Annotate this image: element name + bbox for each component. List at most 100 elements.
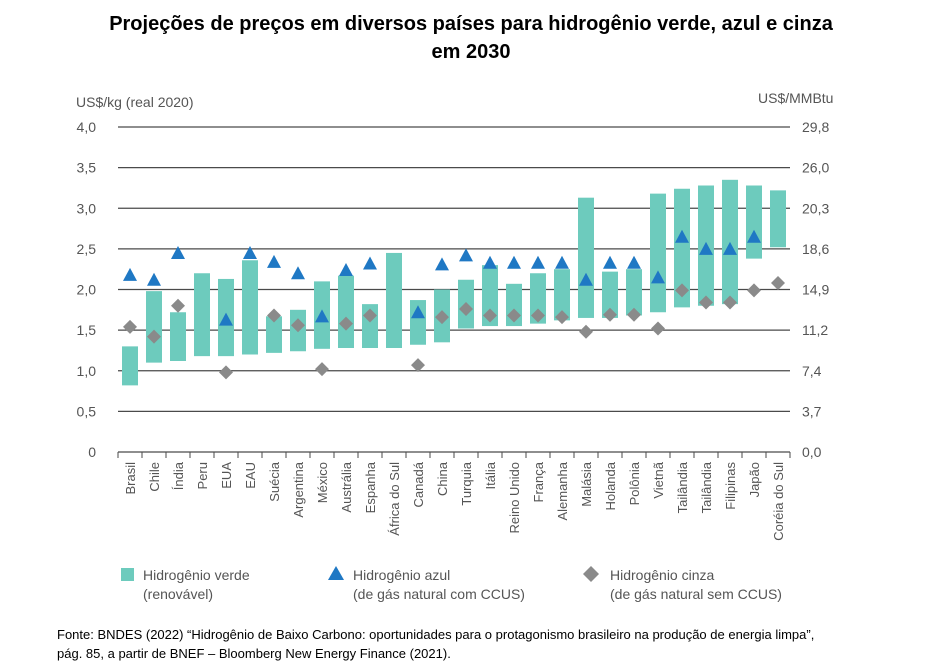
- category-label: Malásia: [579, 461, 594, 507]
- gray-hydrogen-marker: [339, 316, 353, 331]
- category-label: EAU: [243, 462, 258, 489]
- legend-green-swatch: [121, 568, 134, 581]
- gray-hydrogen-marker: [579, 324, 593, 339]
- y-left-tick-label: 2,0: [77, 282, 97, 298]
- gray-hydrogen-marker: [219, 365, 233, 380]
- blue-hydrogen-marker: [555, 255, 569, 269]
- gray-hydrogen-marker: [531, 308, 545, 323]
- category-label: Itália: [483, 461, 498, 489]
- blue-hydrogen-marker: [291, 266, 305, 280]
- category-label: França: [531, 461, 546, 502]
- legend-gray-label: Hidrogênio cinza (de gás natural sem CCU…: [610, 566, 782, 604]
- gray-hydrogen-marker: [627, 307, 641, 322]
- y-right-tick-label: 0,0: [802, 444, 822, 460]
- blue-hydrogen-marker: [579, 272, 593, 286]
- blue-hydrogen-marker: [603, 255, 617, 269]
- category-label: Chile: [147, 462, 162, 492]
- gray-hydrogen-marker: [411, 358, 425, 373]
- source-note: Fonte: BNDES (2022) “Hidrogênio de Baixo…: [57, 625, 814, 663]
- category-label: EUA: [219, 462, 234, 489]
- category-label: Holanda: [603, 461, 618, 510]
- blue-hydrogen-marker: [627, 255, 641, 269]
- y-left-tick-label: 0: [88, 444, 96, 460]
- blue-hydrogen-marker: [531, 255, 545, 269]
- gray-hydrogen-marker: [315, 362, 329, 377]
- y-right-axis-label: US$/MMBtu: [758, 90, 833, 106]
- y-right-tick-label: 7,4: [802, 363, 822, 379]
- gray-hydrogen-marker: [555, 310, 569, 325]
- source-line1: Fonte: BNDES (2022) “Hidrogênio de Baixo…: [57, 627, 815, 642]
- category-label: Polônia: [627, 461, 642, 505]
- gray-hydrogen-marker: [267, 308, 281, 323]
- category-label: Peru: [195, 462, 210, 489]
- legend-blue-swatch: [328, 566, 344, 580]
- gray-hydrogen-marker: [603, 307, 617, 322]
- blue-hydrogen-marker: [747, 229, 761, 243]
- gray-hydrogen-marker: [483, 308, 497, 323]
- blue-hydrogen-marker: [315, 309, 329, 323]
- gray-hydrogen-marker: [675, 283, 689, 298]
- category-label: Alemanha: [555, 461, 570, 520]
- blue-hydrogen-marker: [339, 263, 353, 276]
- blue-hydrogen-marker: [147, 272, 161, 286]
- blue-hydrogen-marker: [219, 312, 233, 326]
- gray-hydrogen-marker: [651, 321, 665, 336]
- category-label: Suécia: [267, 461, 282, 502]
- green-range-bar: [146, 291, 162, 363]
- legend-gray-line2: (de gás natural sem CCUS): [610, 586, 782, 602]
- green-range-bar: [122, 346, 138, 386]
- category-label: Vietnã: [651, 461, 666, 498]
- green-range-bar: [410, 300, 426, 345]
- y-right-tick-label: 26,0: [802, 160, 829, 176]
- green-range-bar: [530, 273, 546, 324]
- legend-gray-swatch: [583, 566, 599, 582]
- y-left-axis-label: US$/kg (real 2020): [76, 94, 194, 110]
- y-left-tick-label: 3,0: [77, 200, 97, 216]
- blue-hydrogen-marker: [699, 241, 713, 255]
- gray-hydrogen-marker: [291, 318, 305, 333]
- y-left-tick-label: 0,5: [77, 403, 97, 419]
- blue-hydrogen-marker: [507, 255, 521, 269]
- category-label: África do Sul: [387, 462, 402, 536]
- green-range-bar: [482, 265, 498, 327]
- category-label: Coréia do Sul: [771, 462, 786, 541]
- blue-hydrogen-marker: [243, 245, 257, 259]
- gray-hydrogen-marker: [363, 308, 377, 323]
- y-right-tick-label: 18,6: [802, 241, 829, 257]
- green-range-bar: [674, 188, 690, 308]
- y-right-tick-label: 11,2: [802, 322, 828, 338]
- y-right-tick-label: 20,3: [802, 200, 829, 216]
- green-range-bar: [626, 269, 642, 316]
- category-label: Brasil: [123, 462, 138, 495]
- green-range-bar: [266, 316, 282, 353]
- gray-hydrogen-marker: [771, 276, 785, 290]
- green-range-bar: [170, 312, 186, 361]
- y-right-tick-label: 3,7: [802, 403, 822, 419]
- y-right-tick-label: 29,8: [802, 119, 829, 135]
- gray-hydrogen-marker: [171, 298, 185, 313]
- gray-hydrogen-marker: [699, 295, 713, 310]
- legend-green-line1: Hidrogênio verde: [143, 567, 250, 583]
- blue-hydrogen-marker: [363, 256, 377, 270]
- blue-hydrogen-marker: [459, 248, 473, 262]
- legend-blue-line2: (de gás natural com CCUS): [353, 586, 525, 602]
- legend-green-label: Hidrogênio verde (renovável): [143, 566, 250, 604]
- gray-hydrogen-marker: [435, 310, 449, 325]
- gray-hydrogen-marker: [507, 308, 521, 323]
- y-left-tick-label: 1,5: [77, 322, 97, 338]
- category-label: Filipinas: [723, 462, 738, 510]
- category-label: China: [435, 461, 450, 496]
- blue-hydrogen-marker: [651, 270, 665, 284]
- category-label: Espanha: [363, 461, 378, 513]
- blue-hydrogen-marker: [411, 305, 425, 319]
- legend-blue-label: Hidrogênio azul (de gás natural com CCUS…: [353, 566, 525, 604]
- category-label: Índia: [171, 461, 186, 490]
- category-label: Tailândia: [699, 461, 714, 513]
- category-label: Tailândia: [675, 461, 690, 513]
- blue-hydrogen-marker: [675, 229, 689, 243]
- green-range-bar: [242, 260, 258, 355]
- gray-hydrogen-marker: [723, 295, 737, 310]
- chart-title-line2: em 2030: [431, 41, 511, 63]
- green-range-bar: [338, 275, 354, 348]
